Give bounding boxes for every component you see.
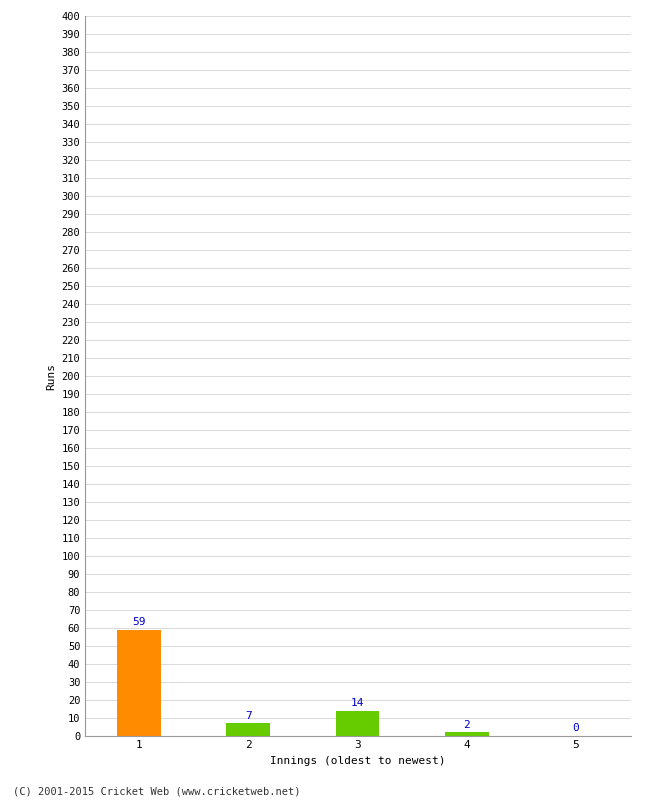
X-axis label: Innings (oldest to newest): Innings (oldest to newest) bbox=[270, 756, 445, 766]
Bar bbox=[117, 630, 161, 736]
Text: 2: 2 bbox=[463, 720, 470, 730]
Text: 59: 59 bbox=[133, 617, 146, 627]
Bar bbox=[226, 723, 270, 736]
Y-axis label: Runs: Runs bbox=[46, 362, 56, 390]
Bar bbox=[445, 733, 489, 736]
Text: 7: 7 bbox=[245, 710, 252, 721]
Text: 0: 0 bbox=[573, 723, 579, 734]
Text: (C) 2001-2015 Cricket Web (www.cricketweb.net): (C) 2001-2015 Cricket Web (www.cricketwe… bbox=[13, 786, 300, 796]
Bar bbox=[335, 711, 380, 736]
Text: 14: 14 bbox=[351, 698, 364, 708]
